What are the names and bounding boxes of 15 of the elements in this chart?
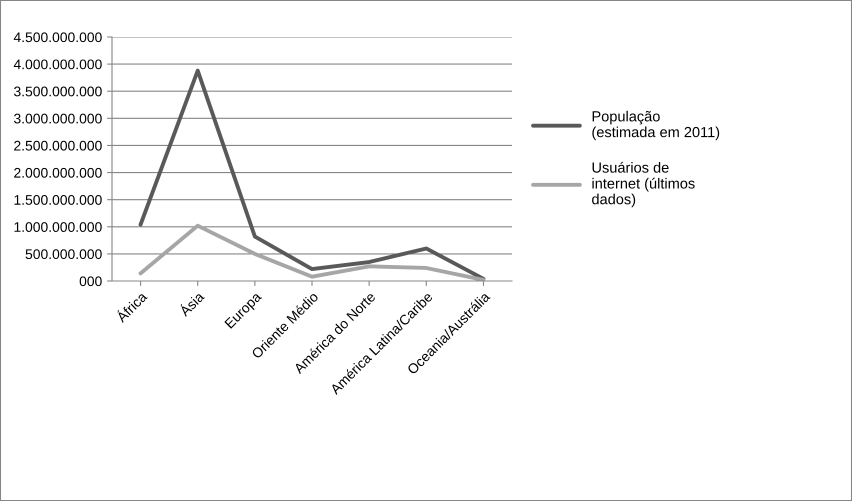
y-tick-label: 4.000.000.000 xyxy=(14,59,102,70)
y-tick-label: 4.500.000.000 xyxy=(14,32,102,42)
legend-label: População (estimada em 2011) xyxy=(592,110,720,140)
legend-label: Usuários de internet (últimos dados) xyxy=(592,162,695,208)
y-tick-label: 3.500.000.000 xyxy=(14,86,102,96)
y-tick-label: 000 xyxy=(80,276,102,286)
y-tick-label: 500.000.000 xyxy=(26,249,102,260)
line-series xyxy=(138,68,486,281)
x-tick-label: Ásia xyxy=(177,289,205,318)
y-tick-label: 2.000.000.000 xyxy=(14,168,102,178)
y-tick-label: 3.000.000.000 xyxy=(14,114,102,124)
y-tick-label: 1.000.000.000 xyxy=(14,222,102,232)
line-series xyxy=(138,224,486,281)
y-tick-label: 1.500.000.000 xyxy=(14,195,102,205)
y-tick-label: 2.500.000.000 xyxy=(14,140,102,151)
